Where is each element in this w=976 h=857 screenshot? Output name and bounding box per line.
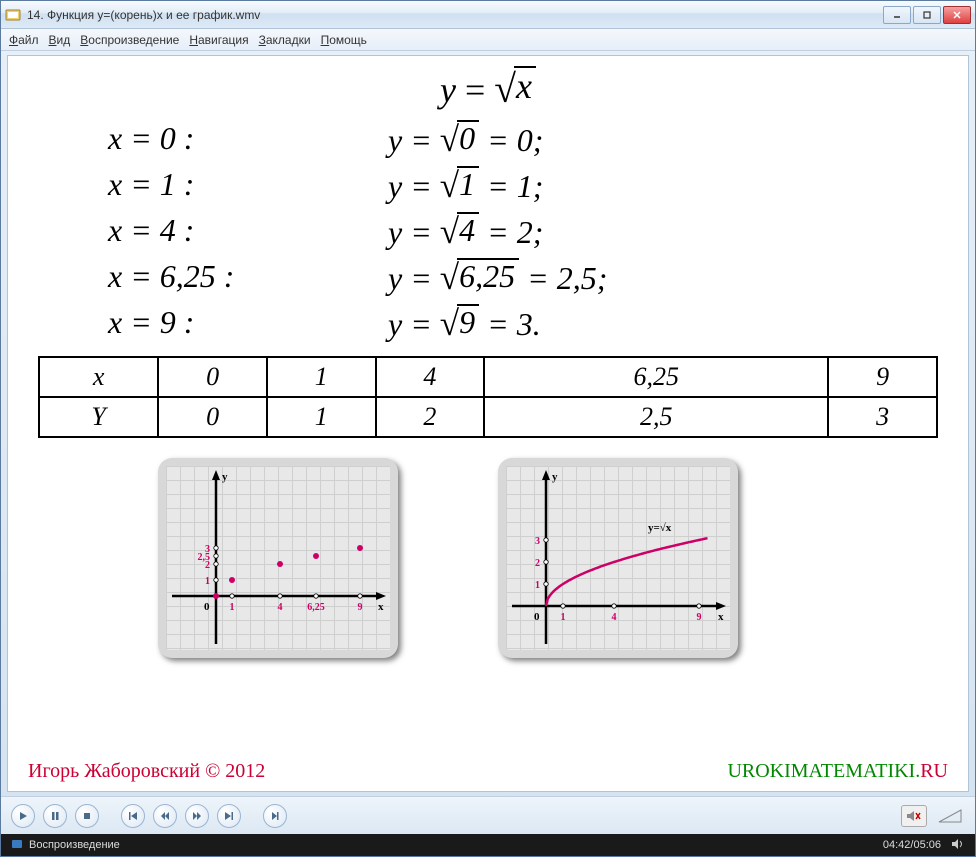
svg-text:4: 4 [278,602,283,613]
charts-row: 0xy146,259122,53 0xy149123y=√x [158,458,938,658]
rewind-button[interactable] [153,804,177,828]
svg-text:1: 1 [205,576,210,587]
calc-lhs: x = 4 : [108,212,348,252]
svg-text:3: 3 [205,544,210,555]
video-content[interactable]: y = √x x = 0 : y = √0 = 0; x = 1 : y = √1 =… [7,55,969,792]
calc-rhs: y = √6,25 = 2,5; [388,258,938,298]
table-cell: 0 [158,397,267,437]
titlebar[interactable]: 14. Функция y=(корень)x и ее график.wmv [1,1,975,29]
playback-controls [1,796,975,834]
maximize-button[interactable] [913,6,941,24]
play-button[interactable] [11,804,35,828]
time-total: 05:06 [913,839,941,851]
svg-text:y: y [552,471,558,483]
close-button[interactable] [943,6,971,24]
menu-navigation[interactable]: Навигация [189,33,248,47]
site-credit: UROKIMATEMATIKI.RU [727,760,948,783]
menu-view[interactable]: Вид [49,33,71,47]
author-credit: Игорь Жаборовский © 2012 [28,760,265,783]
volume-slider-icon[interactable] [935,806,965,826]
values-table: x0146,259 Y0122,53 [38,356,938,438]
svg-text:0: 0 [204,601,210,613]
svg-text:1: 1 [561,612,566,623]
calc-rhs: y = √4 = 2; [388,212,938,252]
prev-button[interactable] [121,804,145,828]
window-title: 14. Функция y=(корень)x и ее график.wmv [27,8,883,22]
svg-text:4: 4 [612,612,617,623]
svg-text:x: x [718,611,724,623]
svg-text:y=√x: y=√x [648,522,672,534]
table-cell: 4 [376,357,485,397]
scatter-chart: 0xy146,259122,53 [158,458,398,658]
svg-text:1: 1 [230,602,235,613]
status-volume-icon [951,838,965,853]
table-cell: 3 [828,397,937,437]
status-icon [11,838,23,853]
menu-help[interactable]: Помощь [321,33,367,47]
curve-chart: 0 x y 1 4 9 1 2 3 y=√x [498,458,738,658]
menubar: Файл Вид Воспроизведение Навигация Закла… [1,29,975,51]
media-player-window: 14. Функция y=(корень)x и ее график.wmv … [0,0,976,857]
calc-lhs: x = 1 : [108,166,348,206]
table-cell: 2 [376,397,485,437]
svg-text:3: 3 [535,536,540,547]
svg-text:2: 2 [535,558,540,569]
footer-credits: Игорь Жаборовский © 2012 UROKIMATEMATIKI… [28,760,948,783]
step-button[interactable] [263,804,287,828]
minimize-button[interactable] [883,6,911,24]
table-cell: 1 [267,357,376,397]
svg-text:6,25: 6,25 [307,602,325,613]
svg-text:1: 1 [535,580,540,591]
table-header-y: Y [39,397,158,437]
svg-text:x: x [378,601,384,613]
window-buttons [883,6,971,24]
menu-bookmarks[interactable]: Закладки [259,33,311,47]
menu-playback[interactable]: Воспроизведение [80,33,179,47]
calc-lhs: x = 6,25 : [108,258,348,298]
table-cell: 2,5 [484,397,828,437]
main-equation: y = √x [38,66,938,112]
pause-button[interactable] [43,804,67,828]
next-button[interactable] [217,804,241,828]
table-cell: 1 [267,397,376,437]
app-icon [5,7,21,23]
forward-button[interactable] [185,804,209,828]
table-cell: 0 [158,357,267,397]
status-label: Воспроизведение [29,839,120,851]
svg-text:9: 9 [358,602,363,613]
calculation-lines: x = 0 : y = √0 = 0; x = 1 : y = √1 = 1; x = … [108,120,938,344]
table-cell: 6,25 [484,357,828,397]
slide: y = √x x = 0 : y = √0 = 0; x = 1 : y = √1 =… [8,56,968,791]
stop-button[interactable] [75,804,99,828]
time-current: 04:42 [883,839,911,851]
calc-rhs: y = √9 = 3. [388,304,938,344]
calc-lhs: x = 9 : [108,304,348,344]
menu-file[interactable]: Файл [9,33,39,47]
svg-text:0: 0 [534,611,540,623]
table-header-x: x [39,357,158,397]
statusbar: Воспроизведение 04:42 / 05:06 [1,834,975,856]
svg-text:y: y [222,471,228,483]
mute-button[interactable] [901,805,927,827]
calc-rhs: y = √1 = 1; [388,166,938,206]
calc-rhs: y = √0 = 0; [388,120,938,160]
table-cell: 9 [828,357,937,397]
svg-text:9: 9 [697,612,702,623]
calc-lhs: x = 0 : [108,120,348,160]
